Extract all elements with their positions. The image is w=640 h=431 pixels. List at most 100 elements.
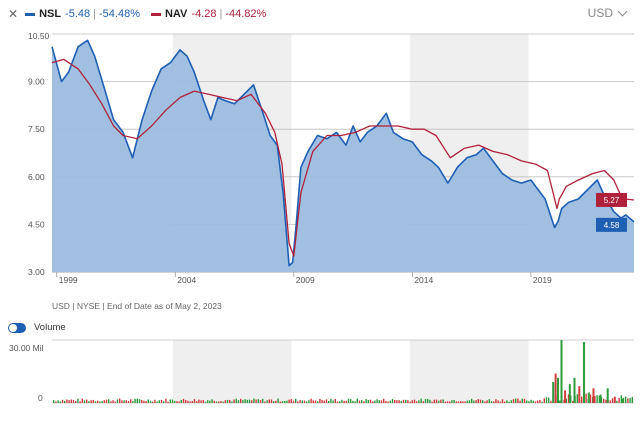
volume-bar [572, 401, 574, 403]
volume-bar [77, 398, 79, 403]
volume-bar [178, 401, 180, 403]
volume-bar [581, 396, 583, 403]
volume-bar [121, 400, 123, 403]
volume-bar [275, 400, 277, 403]
legend-nsl-change: -5.48 [65, 8, 91, 20]
volume-bar [99, 401, 101, 403]
volume-bar [552, 382, 555, 403]
volume-bar [363, 401, 365, 403]
y-tick-label: 4.50 [28, 219, 45, 229]
volume-bar [220, 401, 222, 403]
volume-bar [466, 400, 468, 403]
volume-bar [398, 400, 400, 403]
volume-bar [312, 400, 314, 403]
volume-bar [402, 399, 405, 403]
volume-bar [251, 400, 253, 403]
legend-nsl-percent: -54.48% [99, 8, 140, 20]
volume-bar [631, 396, 633, 403]
nav-last-value-tag: 5.27 [604, 196, 620, 205]
volume-bar [468, 400, 471, 403]
volume-bar [253, 398, 255, 403]
volume-bar [568, 384, 571, 403]
volume-bar [424, 398, 427, 403]
chart-legend: ✕ NSL -5.48 | -54.48% NAV -4.28 | -44.82… [8, 4, 269, 24]
volume-bar [308, 400, 310, 403]
volume-bar [235, 398, 237, 403]
volume-bar [578, 386, 581, 403]
currency-label: USD [587, 6, 613, 20]
volume-bar [587, 392, 590, 403]
legend-nav[interactable]: NAV -4.28 | -44.82% [150, 8, 269, 20]
volume-bar [490, 401, 493, 403]
legend-separator: | [219, 8, 223, 20]
volume-shaded-band [409, 340, 529, 403]
volume-bar [495, 399, 497, 403]
volume-bar [193, 399, 196, 403]
volume-bar [512, 399, 515, 403]
volume-bar [167, 401, 169, 403]
volume-bar [317, 401, 319, 403]
volume-bar [68, 400, 70, 403]
volume-bar [378, 400, 380, 403]
volume-bar [613, 396, 616, 403]
volume-bar [488, 399, 490, 403]
volume-bar [557, 377, 559, 403]
toggle-switch-icon[interactable] [8, 322, 26, 333]
volume-bar [222, 401, 224, 403]
volume-bar [83, 400, 86, 403]
currency-selector[interactable]: USD [587, 6, 628, 20]
volume-bar [369, 399, 372, 403]
volume-bar [457, 401, 460, 403]
legend-nsl[interactable]: NSL -5.48 | -54.48% [25, 8, 143, 20]
volume-bar [431, 401, 433, 403]
volume-bar [460, 401, 462, 403]
nsl-swatch [25, 12, 36, 16]
volume-bar [442, 399, 444, 403]
volume-bar [204, 401, 207, 403]
volume-bar [596, 395, 598, 403]
volume-bar [319, 398, 321, 403]
volume-bar [116, 399, 119, 403]
volume-toggle[interactable]: Volume [8, 322, 66, 333]
volume-bar [156, 401, 158, 403]
volume-bar [101, 400, 103, 403]
volume-bar [616, 400, 618, 403]
volume-bar [297, 401, 299, 403]
x-tick-label: 2019 [533, 275, 552, 285]
volume-bar [455, 401, 457, 403]
volume-bar [273, 401, 275, 403]
volume-bar [449, 401, 451, 403]
legend-separator: | [93, 8, 96, 20]
volume-bar [268, 399, 270, 403]
volume-bar [383, 398, 385, 403]
volume-bar [215, 401, 218, 403]
close-icon[interactable]: ✕ [8, 7, 19, 21]
legend-nav-ticker: NAV [164, 8, 188, 20]
volume-bar [299, 400, 301, 403]
y-tick-label: 7.50 [28, 124, 45, 134]
volume-bar [211, 399, 213, 403]
volume-bar [367, 400, 369, 403]
volume-bar [75, 401, 77, 403]
volume-bar [589, 394, 592, 403]
volume-bar [143, 400, 145, 403]
volume-bar [493, 401, 495, 403]
volume-bar [532, 400, 534, 403]
volume-bar [567, 394, 570, 403]
volume-bar [207, 400, 209, 403]
volume-bar [599, 394, 602, 403]
volume-bar [475, 400, 477, 403]
volume-bar [627, 398, 629, 403]
volume-bar [185, 400, 187, 403]
volume-bar [288, 399, 290, 403]
volume-bar [314, 400, 317, 403]
volume-bar [420, 398, 422, 403]
volume-bar [266, 400, 268, 403]
volume-bar [108, 399, 110, 403]
volume-bar [345, 400, 347, 403]
volume-bar [440, 399, 442, 403]
legend-nav-percent: -44.82% [225, 8, 267, 20]
nsl-last-value-tag: 4.58 [604, 221, 620, 230]
volume-bar [226, 399, 229, 403]
volume-bar [110, 401, 112, 403]
